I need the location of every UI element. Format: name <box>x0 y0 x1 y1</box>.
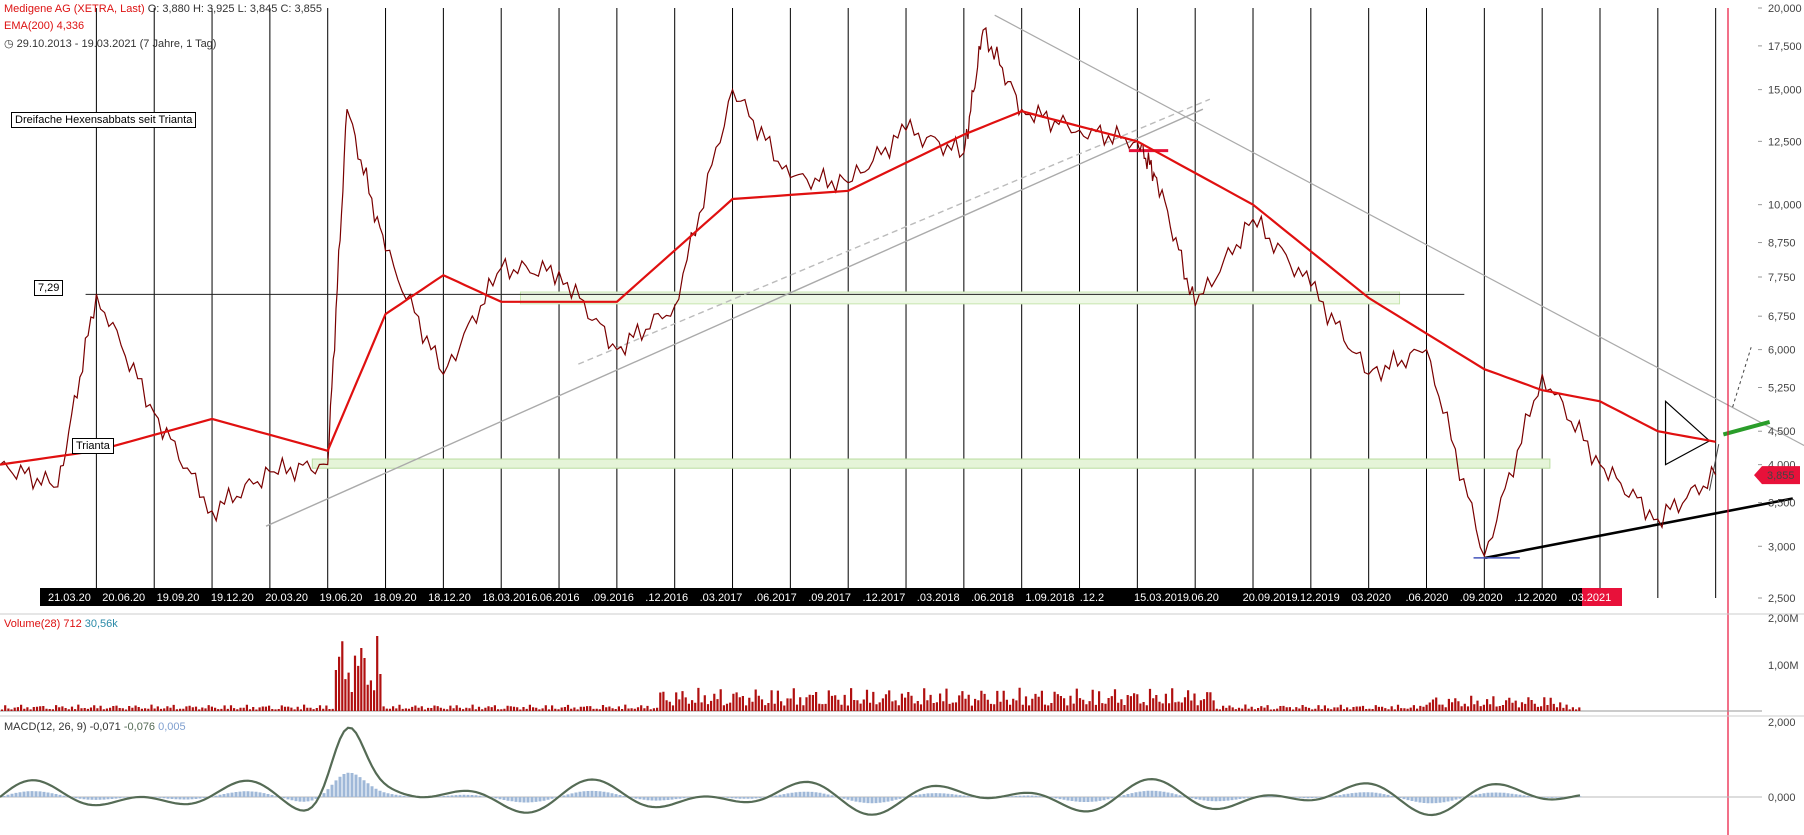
x-tick-label: 1.09.2018 <box>1025 592 1074 604</box>
support-zone-high <box>519 291 1401 305</box>
x-tick-label: 20.09.2019 <box>1243 592 1298 604</box>
y-tick-label: 5,250 <box>1768 382 1796 394</box>
macd-value-2: -0,076 <box>123 721 156 733</box>
volume-value-1: 712 <box>63 618 82 630</box>
macd-panel: 2,000 0,000 <box>0 715 1804 817</box>
x-tick-label: 20.03.20 <box>265 592 308 604</box>
macd-legend: MACD(12, 26, 9) -0,071 -0,076 0,005 <box>4 721 186 733</box>
price-tag-label: 3,855 <box>1767 470 1795 482</box>
x-tick-label: 18.03.2016 <box>482 592 537 604</box>
chart-header: Medigene AG (XETRA, Last) O: 3,880 H: 3,… <box>4 3 322 15</box>
high-value: H: 3,925 <box>192 3 235 15</box>
y-axis: 20,000 17,500 15,000 12,500 10,000 8,750 7,750… <box>1758 3 1802 605</box>
x-tick-label: 20.06.20 <box>102 592 145 604</box>
y-tick-label: 4,500 <box>1768 426 1796 438</box>
x-axis-bar <box>40 588 1622 606</box>
macd-label: MACD(12, 26, 9) <box>4 721 87 733</box>
price-line <box>0 26 1717 558</box>
x-axis: Jan ' 21.03.20 20.06.20 19.09.20 19.12.20 20.… <box>12 588 1622 606</box>
y-tick-label: 6,000 <box>1768 345 1796 357</box>
x-tick-label: 19.09.20 <box>157 592 200 604</box>
level-annotation[interactable]: 7,29 <box>34 280 64 296</box>
hexen-annotation[interactable]: Dreifache Hexensabbats seit Trianta <box>11 112 197 128</box>
macd-value-1: -0,071 <box>89 721 121 733</box>
x-tick-label: .06.2020 <box>1406 592 1449 604</box>
x-tick-label: .12.2020 <box>1514 592 1557 604</box>
x-tick-label: .03.2018 <box>917 592 960 604</box>
x-tick-label: Jan ' <box>12 592 35 604</box>
x-tick-label: 03.2020 <box>1351 592 1391 604</box>
volume-value-2: 30,56k <box>84 618 118 630</box>
volume-tick-label: 1,00M <box>1768 660 1799 672</box>
y-tick-label: 3,500 <box>1768 498 1796 510</box>
x-tick-label: 19.06.20 <box>320 592 363 604</box>
x-tick-label: .06.2017 <box>754 592 797 604</box>
open-value: O: 3,880 <box>147 3 190 15</box>
support-zone-low <box>311 458 1551 469</box>
y-tick-label: 7,750 <box>1768 272 1796 284</box>
low-value: L: 3,845 <box>237 3 278 15</box>
volume-panel: 2,00M 1,00M <box>0 613 1804 712</box>
ema-legend: EMA(200) 4,336 <box>4 20 84 32</box>
macd-histogram <box>2 772 1582 804</box>
x-tick-label: 18.12.20 <box>428 592 471 604</box>
macd-tick-label: 2,000 <box>1768 717 1796 729</box>
clock-icon: ◷ <box>4 38 14 50</box>
x-tick-label: .12.2019 <box>1297 592 1340 604</box>
x-tick-label: .12.2017 <box>863 592 906 604</box>
macd-line <box>0 726 1581 817</box>
y-tick-label: 20,000 <box>1768 3 1802 15</box>
ema-value: 4,336 <box>56 20 85 32</box>
uptrend-dashed-line <box>578 98 1211 365</box>
y-tick-label: 15,000 <box>1768 85 1802 97</box>
y-tick-label: 8,750 <box>1768 238 1796 250</box>
volume-legend: Volume(28) 712 30,56k <box>4 618 118 630</box>
x-tick-label: 18.09.20 <box>374 592 417 604</box>
volume-bars <box>0 636 1581 711</box>
trend-lines <box>265 8 1804 835</box>
x-tick-label: .06.2018 <box>971 592 1014 604</box>
y-tick-label: 2,500 <box>1768 593 1796 605</box>
volume-label: Volume(28) <box>4 618 61 630</box>
y-tick-label: 17,500 <box>1768 41 1802 53</box>
x-tick-label: 15.03.2019 <box>1134 592 1189 604</box>
x-tick-label: .09.2016 <box>591 592 634 604</box>
x-tick-label: 19.12.20 <box>211 592 254 604</box>
x-tick-label: 21.03.20 <box>48 592 91 604</box>
price-tag-shape <box>1754 466 1800 485</box>
y-tick-label: 3,000 <box>1768 541 1796 553</box>
x-tick-label: .03.2021 <box>1568 592 1611 604</box>
downtrend-line <box>994 14 1804 447</box>
y-tick-label: 10,000 <box>1768 200 1802 212</box>
x-axis-current-marker <box>1582 588 1622 606</box>
x-tick-label: .12.2016 <box>645 592 688 604</box>
ema-label: EMA(200) <box>4 20 54 32</box>
x-tick-label: .06.20 <box>1188 592 1219 604</box>
support-trend-line <box>1484 497 1794 560</box>
y-tick-label: 6,750 <box>1768 311 1796 323</box>
breakout-marker <box>1722 419 1771 437</box>
target-arrow <box>1732 347 1752 408</box>
breakout-arrow <box>1709 444 1720 491</box>
x-tick-label: .09.2017 <box>808 592 851 604</box>
last-price-tag: 3,855 <box>1754 466 1800 485</box>
range-label: 29.10.2013 - 19.03.2021 <box>16 38 137 50</box>
y-tick-label: 12,500 <box>1768 136 1802 148</box>
macd-tick-label: 0,000 <box>1768 792 1796 804</box>
range-detail: (7 Jahre, 1 Tag) <box>139 38 217 50</box>
volume-tick-label: 2,00M <box>1768 613 1799 625</box>
symbol-label: Medigene AG (XETRA, Last) <box>4 3 145 15</box>
x-tick-label: .03.2017 <box>700 592 743 604</box>
x-tick-label: .09.2020 <box>1460 592 1503 604</box>
close-value: C: 3,855 <box>280 3 323 15</box>
x-tick-label: .06.2016 <box>537 592 580 604</box>
uptrend-line <box>265 108 1204 527</box>
support-zones <box>85 291 1551 469</box>
macd-value-3: 0,005 <box>158 721 186 733</box>
trianta-annotation[interactable]: Trianta <box>72 438 114 454</box>
ema-line <box>0 110 1716 466</box>
date-range: ◷ 29.10.2013 - 19.03.2021 (7 Jahre, 1 Ta… <box>4 37 216 50</box>
x-tick-label: .12.2 <box>1080 592 1104 604</box>
